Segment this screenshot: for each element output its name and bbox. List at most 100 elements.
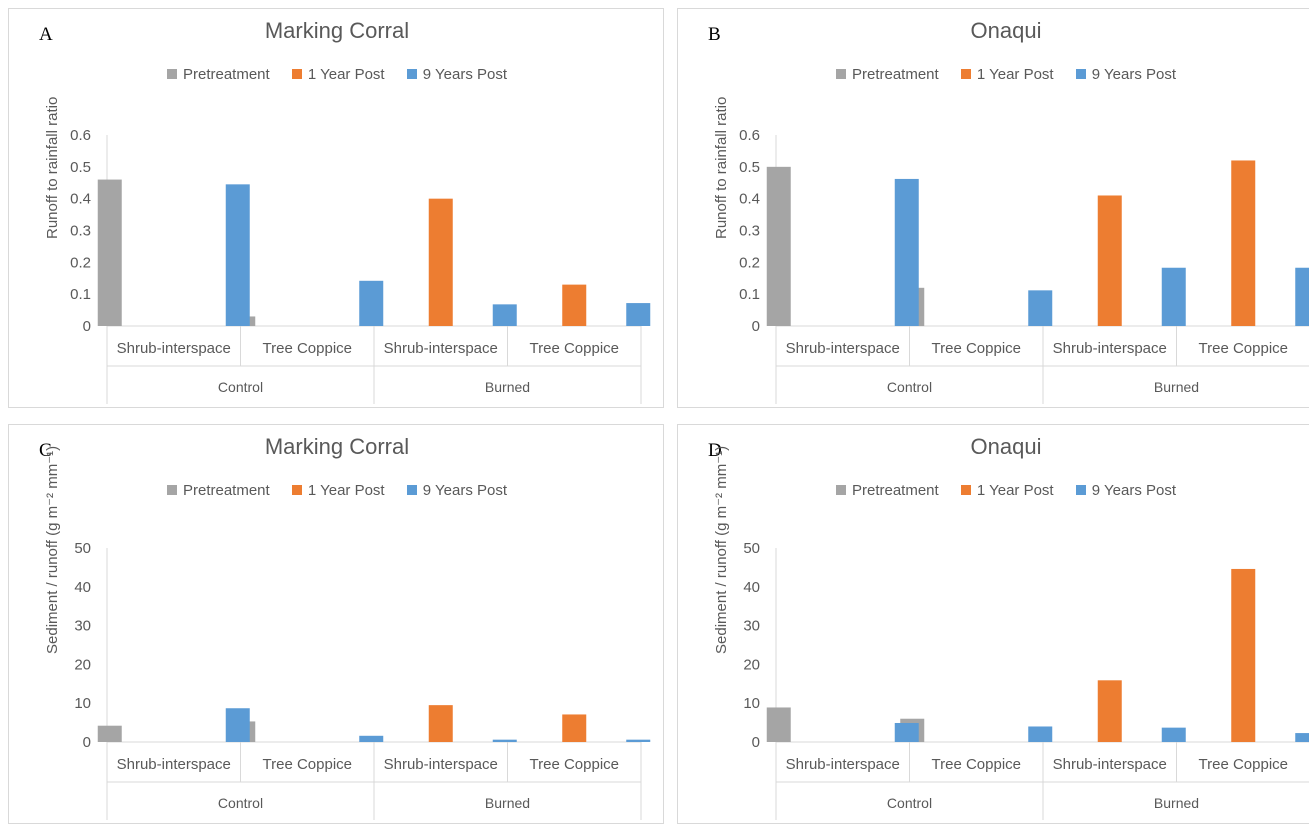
bar-1-year-post [1231,160,1256,326]
group-label: Burned [485,795,530,811]
bar-1-year-post [428,705,453,742]
legend-item-pretreatment: Pretreatment [835,482,939,499]
category-label: Shrub-interspace [384,756,498,773]
bar-1-year-post [428,198,453,326]
legend-item-9-years-post: 9 Years Post [1075,66,1177,83]
bar-pretreatment [97,179,122,326]
bar-9-years-post [225,184,250,326]
legend: Pretreatment 1 Year Post 9 Years Post [678,66,1309,83]
category-label: Tree Coppice [530,340,620,357]
panel-letter: D [708,440,722,461]
y-tick-label: 0.6 [70,127,91,144]
bar-pretreatment [97,725,122,742]
legend-item-9-years-post: 9 Years Post [406,482,508,499]
chart-panel-a: A Marking Corral Pretreatment 1 Year Pos… [8,8,664,408]
y-tick-label: 50 [743,540,760,557]
y-tick-label: 30 [743,618,760,635]
legend-label: 1 Year Post [976,482,1054,499]
panel-letter: B [708,24,721,45]
bar-9-years-post [359,280,384,326]
bar-9-years-post [1028,290,1053,326]
y-tick-label: 10 [743,695,760,712]
legend-label: Pretreatment [851,482,939,499]
y-tick-label: 0.1 [739,286,760,303]
category-label: Shrub-interspace [117,756,231,773]
group-label: Control [218,795,263,811]
legend-item-1-year-post: 1 Year Post [960,66,1054,83]
bar-9-years-post [1295,733,1309,742]
group-label: Burned [485,379,530,395]
y-tick-label: 20 [743,656,760,673]
group-label: Burned [1154,795,1199,811]
category-label: Tree Coppice [1199,340,1289,357]
legend-item-1-year-post: 1 Year Post [291,66,385,83]
bar-9-years-post [1161,267,1186,326]
y-tick-label: 0.3 [70,223,91,240]
legend-label: 9 Years Post [1091,482,1177,499]
bar-pretreatment [766,166,791,326]
plot-area: 0 0.1 0.2 0.3 0.4 0.5 0.6 Shrub-interspace Tree … [739,127,1309,404]
y-tick-label: 0 [83,318,91,335]
legend-label: 1 Year Post [307,66,385,83]
legend-label: 9 Years Post [422,66,508,83]
y-tick-label: 50 [74,540,91,557]
group-label: Burned [1154,379,1199,395]
bar-9-years-post [894,722,919,742]
chart-title: Marking Corral [264,18,410,43]
y-tick-label: 0 [83,734,91,751]
legend-label: Pretreatment [851,66,939,83]
category-label: Shrub-interspace [1053,340,1167,357]
category-label: Tree Coppice [263,756,353,773]
legend-item-1-year-post: 1 Year Post [960,482,1054,499]
legend-item-pretreatment: Pretreatment [166,66,270,83]
category-label: Tree Coppice [530,756,620,773]
legend: Pretreatment 1 Year Post 9 Years Post [9,482,665,499]
category-label: Tree Coppice [263,340,353,357]
bar-pretreatment [766,707,791,742]
y-tick-label: 10 [74,695,91,712]
panel-letter: A [39,24,53,45]
bar-1-year-post [1097,195,1122,326]
legend-label: 9 Years Post [422,482,508,499]
chart-title: Onaqui [970,18,1042,43]
group-label: Control [887,795,932,811]
panel-letter: C [39,440,52,461]
legend-label: 9 Years Post [1091,66,1177,83]
plot-area: 0 0.1 0.2 0.3 0.4 0.5 0.6 Shrub-interspace Tree … [70,127,651,404]
bar-9-years-post [894,178,919,326]
y-tick-label: 0.1 [70,286,91,303]
legend-item-1-year-post: 1 Year Post [291,482,385,499]
y-tick-label: 20 [74,656,91,673]
bar-9-years-post [1028,726,1053,742]
legend-label: Pretreatment [182,66,270,83]
category-label: Shrub-interspace [1053,756,1167,773]
legend: Pretreatment 1 Year Post 9 Years Post [9,66,665,83]
legend-item-pretreatment: Pretreatment [835,66,939,83]
chart-panel-b: B Onaqui Pretreatment 1 Year Post 9 Year… [677,8,1309,408]
chart-title: Onaqui [970,434,1042,459]
bar-9-years-post [1161,727,1186,742]
legend-item-9-years-post: 9 Years Post [406,66,508,83]
bar-9-years-post [626,303,651,326]
chart-panel-c: C Marking Corral Pretreatment 1 Year Pos… [8,424,664,824]
y-tick-label: 0.3 [739,223,760,240]
group-label: Control [218,379,263,395]
y-tick-label: 0.6 [739,127,760,144]
category-label: Shrub-interspace [384,340,498,357]
category-label: Shrub-interspace [786,340,900,357]
y-tick-label: 0 [752,734,760,751]
y-tick-label: 0 [752,318,760,335]
plot-area: 0 10 20 30 40 50 Shrub-interspace Tree Coppice S… [74,540,651,820]
bar-1-year-post [562,284,587,326]
bar-9-years-post [492,739,517,742]
bar-9-years-post [1295,267,1309,326]
bar-9-years-post [626,739,651,742]
bar-9-years-post [492,304,517,326]
legend-label: 1 Year Post [307,482,385,499]
bar-1-year-post [1097,680,1122,742]
y-tick-label: 0.4 [70,191,91,208]
category-label: Shrub-interspace [786,756,900,773]
category-label: Tree Coppice [932,340,1022,357]
legend-label: 1 Year Post [976,66,1054,83]
legend-item-9-years-post: 9 Years Post [1075,482,1177,499]
